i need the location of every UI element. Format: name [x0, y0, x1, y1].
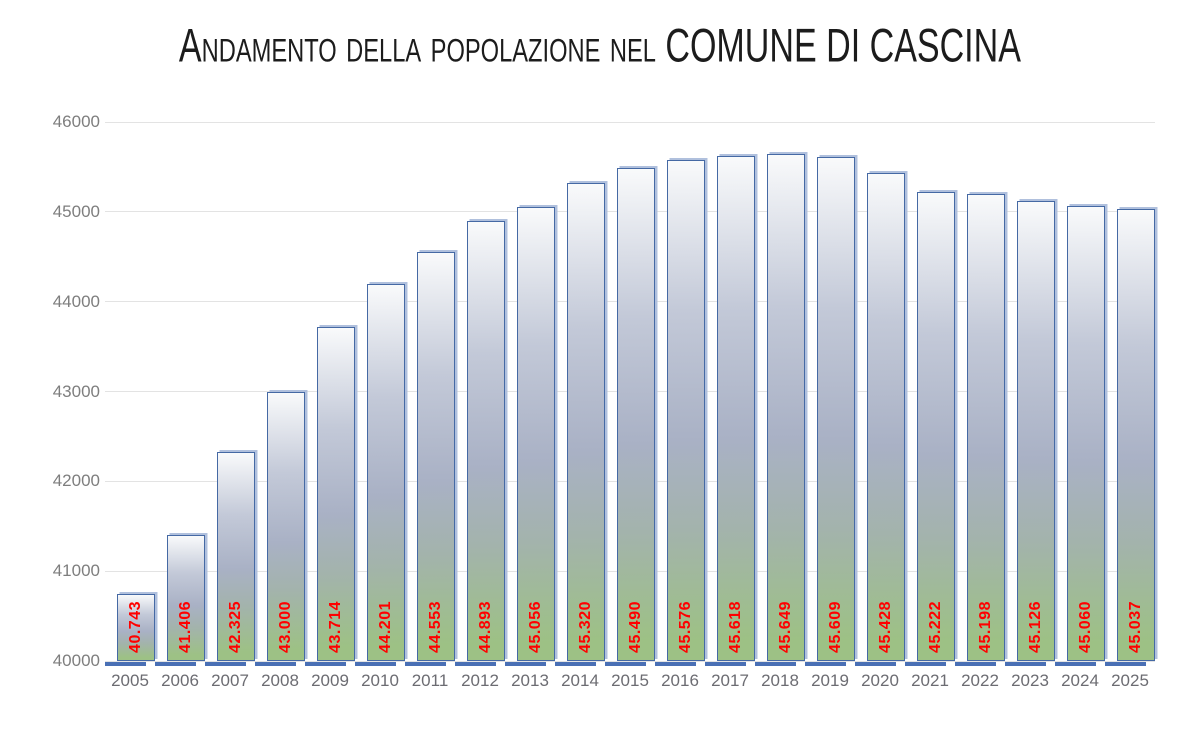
bar-2005: 40.743 — [117, 594, 155, 661]
bar-2019: 45.609 — [817, 157, 855, 661]
bar-value-label: 45.428 — [877, 601, 894, 653]
bar-value-label: 40.743 — [127, 601, 144, 653]
bar-base-strip — [255, 661, 296, 666]
bar-base-strip — [105, 661, 146, 666]
bar-base-strip — [205, 661, 246, 666]
x-tick-label: 2025 — [1111, 671, 1149, 690]
bar-value-label: 44.201 — [377, 601, 394, 653]
bar-2015: 45.490 — [617, 167, 655, 661]
y-tick-label: 41000 — [52, 561, 100, 581]
bar-base-strip — [605, 661, 646, 666]
bar-value-label: 42.325 — [227, 601, 244, 653]
y-tick-label: 40000 — [52, 651, 100, 670]
bar-value-label: 45.060 — [1077, 601, 1094, 653]
x-tick-label: 2005 — [111, 671, 149, 690]
bar-2022: 45.198 — [967, 194, 1005, 661]
bar-base-strip — [655, 661, 696, 666]
gridline — [105, 660, 1155, 662]
bar-value-label: 43.000 — [277, 601, 294, 653]
bar-value-label: 45.320 — [577, 601, 594, 653]
bar-2021: 45.222 — [917, 191, 955, 661]
x-tick-label: 2021 — [911, 671, 949, 690]
x-tick-label: 2018 — [761, 671, 799, 690]
y-tick-label: 42000 — [52, 471, 100, 491]
x-tick-label: 2006 — [161, 671, 199, 690]
bar-value-label: 45.618 — [727, 601, 744, 653]
bar-2016: 45.576 — [667, 160, 705, 661]
x-tick-label: 2010 — [361, 671, 399, 690]
bar-2023: 45.126 — [1017, 200, 1055, 661]
bar-value-label: 45.056 — [527, 601, 544, 653]
x-tick-label: 2012 — [461, 671, 499, 690]
bar-2009: 43.714 — [317, 327, 355, 661]
bar-2011: 44.553 — [417, 251, 455, 661]
bar-value-label: 45.126 — [1027, 601, 1044, 653]
x-tick-label: 2023 — [1011, 671, 1049, 690]
bar-base-strip — [705, 661, 746, 666]
bar-2006: 41.406 — [167, 534, 205, 661]
bar-2017: 45.618 — [717, 156, 755, 661]
bar-value-label: 43.714 — [327, 601, 344, 653]
bar-2014: 45.320 — [567, 183, 605, 661]
x-tick-label: 2015 — [611, 671, 649, 690]
bar-base-strip — [955, 661, 996, 666]
x-tick-label: 2016 — [661, 671, 699, 690]
bar-value-label: 45.649 — [777, 601, 794, 653]
x-tick-label: 2022 — [961, 671, 999, 690]
bar-base-strip — [805, 661, 846, 666]
x-tick-label: 2014 — [561, 671, 599, 690]
bar-2007: 42.325 — [217, 452, 255, 661]
y-tick-label: 44000 — [52, 291, 100, 311]
x-tick-label: 2009 — [311, 671, 349, 690]
bar-base-strip — [505, 661, 546, 666]
bar-base-strip — [305, 661, 346, 666]
bar-2008: 43.000 — [267, 391, 305, 661]
bar-2024: 45.060 — [1067, 206, 1105, 661]
bar-2018: 45.649 — [767, 153, 805, 661]
bar-base-strip — [555, 661, 596, 666]
chart-title: Andamento della popolazione nel COMUNE D… — [0, 18, 1200, 72]
x-tick-label: 2011 — [411, 671, 449, 690]
x-tick-label: 2007 — [211, 671, 249, 690]
bar-value-label: 45.037 — [1127, 601, 1144, 653]
bar-2010: 44.201 — [367, 283, 405, 661]
y-tick-label: 46000 — [52, 112, 100, 131]
bar-base-strip — [1055, 661, 1096, 666]
bar-base-strip — [855, 661, 896, 666]
y-tick-label: 45000 — [52, 201, 100, 221]
bar-base-strip — [355, 661, 396, 666]
bar-2025: 45.037 — [1117, 208, 1155, 661]
bar-base-strip — [155, 661, 196, 666]
bar-base-strip — [1005, 661, 1046, 666]
gridline — [105, 121, 1155, 123]
bar-value-label: 44.553 — [427, 601, 444, 653]
bar-2020: 45.428 — [867, 173, 905, 661]
bar-value-label: 41.406 — [177, 601, 194, 653]
bar-value-label: 44.893 — [477, 601, 494, 653]
x-tick-label: 2020 — [861, 671, 899, 690]
x-tick-label: 2017 — [711, 671, 749, 690]
bar-base-strip — [455, 661, 496, 666]
bar-base-strip — [1105, 661, 1146, 666]
bar-value-label: 45.490 — [627, 601, 644, 653]
bar-value-label: 45.198 — [977, 601, 994, 653]
x-tick-label: 2019 — [811, 671, 849, 690]
bar-base-strip — [905, 661, 946, 666]
y-tick-label: 43000 — [52, 381, 100, 401]
chart-title-text: Andamento della popolazione nel COMUNE D… — [178, 18, 1022, 72]
bar-value-label: 45.609 — [827, 601, 844, 653]
bar-2012: 44.893 — [467, 221, 505, 661]
x-tick-label: 2024 — [1061, 671, 1099, 690]
bar-base-strip — [755, 661, 796, 666]
x-tick-label: 2008 — [261, 671, 299, 690]
bar-2013: 45.056 — [517, 206, 555, 661]
bar-value-label: 45.576 — [677, 601, 694, 653]
bar-base-strip — [405, 661, 446, 666]
x-tick-label: 2013 — [511, 671, 549, 690]
bar-value-label: 45.222 — [927, 601, 944, 653]
